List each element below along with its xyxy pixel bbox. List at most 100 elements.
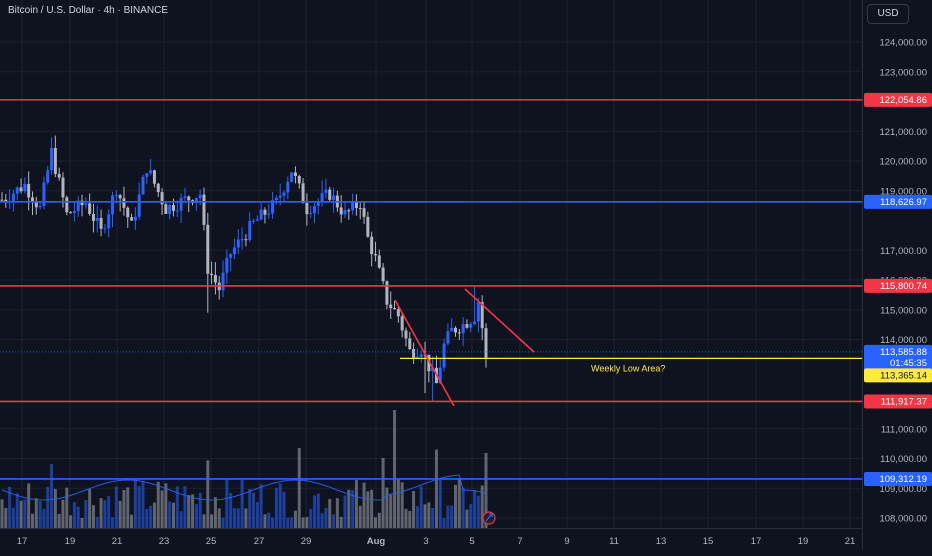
volume-bar: [480, 485, 484, 528]
weekly-low-price-tag: 113,365.14: [880, 370, 927, 381]
volume-bar: [434, 449, 438, 528]
volume-bar: [415, 506, 419, 528]
volume-bar: [446, 505, 450, 528]
volume-bar: [263, 514, 267, 528]
level-price-tag: 111,917.37: [881, 396, 927, 407]
volume-bar: [76, 506, 80, 528]
volume-bar: [244, 508, 248, 528]
candle-body: [202, 194, 206, 225]
candle-body: [91, 214, 95, 221]
volume-bar: [210, 514, 214, 528]
candle-body: [95, 217, 99, 221]
volume-bar: [442, 517, 446, 528]
level-price-tag: 118,626.97: [880, 197, 927, 208]
volume-bar: [457, 478, 461, 528]
candle-body: [297, 176, 301, 184]
volume-bar: [164, 483, 168, 528]
candle-body: [183, 196, 187, 198]
volume-bar: [301, 517, 305, 528]
price-tick-label: 110,000.00: [880, 454, 927, 465]
candle-body: [53, 148, 57, 174]
candle-body: [114, 195, 118, 197]
volume-bar: [149, 505, 153, 528]
price-tick-label: 109,000.00: [879, 484, 927, 495]
volume-bar: [53, 488, 57, 528]
candle-body: [141, 176, 145, 195]
candle-body: [164, 204, 168, 215]
volume-bar: [122, 489, 126, 528]
volume-bar: [320, 513, 324, 528]
candle-body: [274, 197, 278, 201]
candle-body: [377, 255, 381, 268]
candle-body: [408, 338, 412, 350]
volume-bar: [438, 480, 442, 528]
volume-bar: [88, 489, 92, 528]
candle-body: [412, 349, 416, 358]
volume-bar: [290, 517, 294, 528]
volume-bar: [286, 517, 290, 528]
price-tick-label: 114,000.00: [880, 335, 927, 346]
volume-bar: [354, 480, 358, 528]
chart-plot[interactable]: Weekly Low Area?: [0, 0, 862, 528]
volume-bar: [202, 514, 206, 528]
candle-body: [23, 183, 27, 192]
candle-body: [160, 192, 164, 205]
currency-button[interactable]: USD: [867, 4, 909, 24]
volume-bar: [259, 484, 263, 528]
time-tick-label: 25: [206, 536, 217, 547]
candle-body: [99, 217, 103, 229]
volume-bar: [351, 490, 355, 528]
symbol-title[interactable]: Bitcoin / U.S. Dollar · 4h · BINANCE: [8, 5, 169, 16]
volume-bar: [141, 480, 145, 528]
time-axis[interactable]: 17 19 21 23 25 27 29 Aug 3 5 7 9 11 13 15 17 19 21: [0, 528, 862, 551]
candle-body: [88, 203, 92, 215]
candle-body: [267, 213, 271, 215]
volume-bar: [42, 509, 46, 528]
time-tick-label: 11: [609, 536, 619, 547]
candle-body: [225, 257, 229, 273]
level-price-tag-bg: [864, 278, 932, 293]
candle-body: [473, 321, 477, 324]
candle-body: [343, 210, 347, 215]
candle-body: [34, 202, 38, 208]
volume-bar: [46, 486, 50, 528]
volume-bar: [255, 502, 259, 528]
volume-bar: [267, 512, 271, 528]
volume-bar: [91, 505, 95, 528]
volume-bar: [95, 516, 99, 528]
volume-bar: [316, 493, 320, 528]
volume-bar: [175, 486, 179, 528]
price-tick-label: 108,000.00: [879, 514, 927, 525]
candle-body: [152, 170, 156, 184]
volume-bar: [152, 502, 156, 528]
level-price-tag-bg: [864, 471, 932, 486]
volume-bar: [252, 492, 256, 528]
volume-bar: [27, 483, 31, 528]
volume-bar: [313, 495, 317, 528]
volume-bar: [130, 514, 134, 528]
candle-body: [454, 327, 458, 333]
volume-bar: [373, 517, 377, 528]
candle-body: [122, 198, 126, 208]
candle-body: [484, 328, 488, 358]
time-tick-label: 29: [301, 536, 312, 547]
candle-body: [351, 201, 355, 211]
volume-bar: [404, 508, 408, 528]
candle-body: [255, 219, 259, 221]
volume-bar: [198, 492, 202, 528]
volume-bar: [400, 482, 404, 528]
time-tick-label: Aug: [367, 536, 386, 547]
candle-body: [404, 330, 408, 339]
volume-bar: [297, 448, 301, 528]
plot-svg[interactable]: Weekly Low Area?: [0, 0, 862, 528]
candle-body: [324, 189, 328, 193]
price-axis[interactable]: 124,000.00 123,000.00 121,000.00 120,000.00…: [862, 0, 932, 550]
volume-bar: [103, 500, 107, 528]
volume-bar: [84, 499, 88, 528]
time-tick-label: 19: [798, 536, 809, 547]
volume-bar: [191, 494, 195, 528]
candle-body: [168, 204, 172, 215]
volume-bar: [225, 478, 229, 528]
volume-bar: [72, 502, 76, 528]
candle-body: [15, 187, 19, 194]
